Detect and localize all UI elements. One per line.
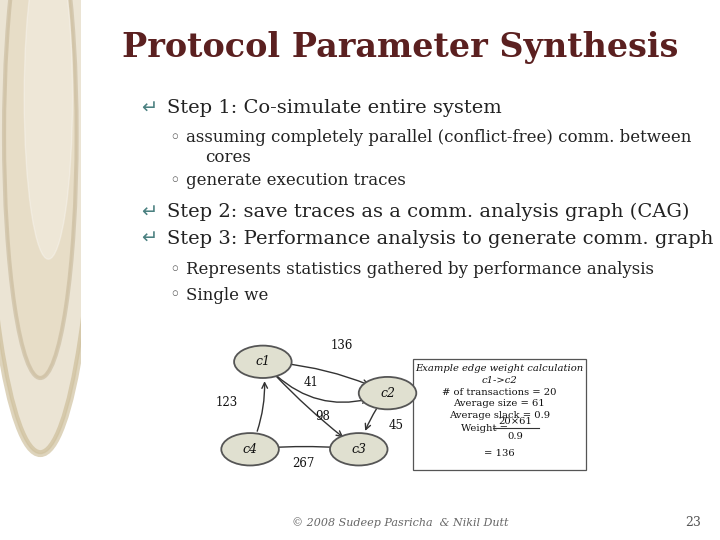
Text: Example edge weight calculation: Example edge weight calculation xyxy=(415,364,583,373)
Text: ◦: ◦ xyxy=(169,172,180,190)
Text: 45: 45 xyxy=(388,419,403,432)
Ellipse shape xyxy=(359,377,416,409)
Text: 267: 267 xyxy=(292,457,315,470)
Text: ↵: ↵ xyxy=(141,202,158,222)
Text: ↵: ↵ xyxy=(141,98,158,118)
FancyArrowPatch shape xyxy=(257,383,268,431)
Text: Protocol Parameter Synthesis: Protocol Parameter Synthesis xyxy=(122,31,678,64)
Text: Average slack = 0.9: Average slack = 0.9 xyxy=(449,411,550,420)
Ellipse shape xyxy=(234,346,292,378)
Text: ◦: ◦ xyxy=(169,261,180,279)
Text: 23: 23 xyxy=(685,516,701,529)
Text: ◦: ◦ xyxy=(169,286,180,305)
Text: c1: c1 xyxy=(256,355,270,368)
FancyArrowPatch shape xyxy=(269,444,338,450)
Text: 0.9: 0.9 xyxy=(508,432,523,441)
Text: 41: 41 xyxy=(303,376,318,389)
FancyArrowPatch shape xyxy=(276,376,342,436)
Text: # of transactions = 20: # of transactions = 20 xyxy=(442,388,557,397)
Text: Step 1: Co-simulate entire system: Step 1: Co-simulate entire system xyxy=(167,99,502,117)
Text: ◦: ◦ xyxy=(169,129,180,147)
Text: c4: c4 xyxy=(243,443,258,456)
Text: Represents statistics gathered by performance analysis: Represents statistics gathered by perfor… xyxy=(186,261,654,279)
Text: Average size = 61: Average size = 61 xyxy=(454,400,545,408)
Circle shape xyxy=(4,0,76,378)
Text: generate execution traces: generate execution traces xyxy=(186,172,406,190)
Ellipse shape xyxy=(330,433,387,465)
Text: 136: 136 xyxy=(330,339,353,352)
Text: c1->c2: c1->c2 xyxy=(482,376,517,385)
Text: © 2008 Sudeep Pasricha  & Nikil Dutt: © 2008 Sudeep Pasricha & Nikil Dutt xyxy=(292,517,508,528)
Text: Single we: Single we xyxy=(186,287,269,304)
Text: ↵: ↵ xyxy=(141,229,158,248)
Text: c3: c3 xyxy=(351,443,366,456)
Text: = 136: = 136 xyxy=(484,449,515,458)
Text: Step 2: save traces as a comm. analysis graph (CAG): Step 2: save traces as a comm. analysis … xyxy=(167,203,689,221)
FancyBboxPatch shape xyxy=(413,359,586,470)
Text: Step 3: Performance analysis to generate comm. graph (CG): Step 3: Performance analysis to generate… xyxy=(167,230,720,248)
FancyArrowPatch shape xyxy=(276,376,367,403)
Text: 123: 123 xyxy=(215,396,238,409)
Text: 20×61: 20×61 xyxy=(498,417,532,426)
Text: assuming completely parallel (conflict-free) comm. between: assuming completely parallel (conflict-f… xyxy=(186,129,691,146)
Text: cores: cores xyxy=(205,149,251,166)
Ellipse shape xyxy=(221,433,279,465)
Circle shape xyxy=(0,0,99,454)
FancyArrowPatch shape xyxy=(282,363,369,385)
Text: c2: c2 xyxy=(380,387,395,400)
Text: 98: 98 xyxy=(315,410,330,423)
Circle shape xyxy=(24,0,73,259)
Text: Weight =: Weight = xyxy=(461,424,508,433)
FancyArrowPatch shape xyxy=(365,409,377,429)
